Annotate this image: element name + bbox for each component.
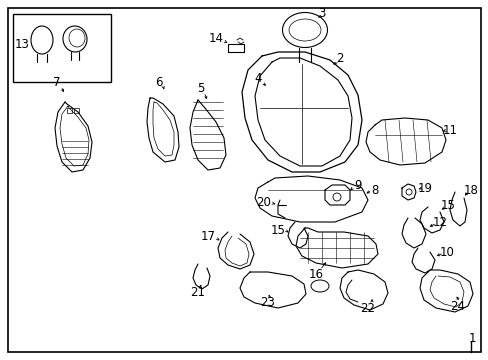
Text: 19: 19: [417, 181, 431, 194]
Text: 15: 15: [270, 224, 285, 237]
Text: 12: 12: [431, 216, 447, 229]
Text: 10: 10: [439, 246, 453, 258]
Text: 5: 5: [197, 81, 204, 95]
Text: 3: 3: [318, 6, 325, 19]
Text: 18: 18: [463, 184, 477, 197]
Text: 17: 17: [200, 230, 215, 243]
Text: 21: 21: [190, 285, 205, 298]
Text: 23: 23: [260, 296, 275, 309]
Text: 8: 8: [370, 184, 378, 197]
Bar: [74, 108, 79, 113]
Text: 9: 9: [353, 179, 361, 192]
Text: 4: 4: [254, 72, 261, 85]
Text: 13: 13: [15, 37, 29, 50]
Text: 14: 14: [208, 32, 223, 45]
Text: 11: 11: [442, 123, 457, 136]
Bar: [67, 108, 72, 113]
Text: 22: 22: [360, 302, 375, 315]
Text: 16: 16: [308, 267, 323, 280]
Text: 2: 2: [336, 51, 343, 64]
Bar: [13, 14, 111, 82]
Text: 24: 24: [449, 300, 465, 312]
Text: 1: 1: [468, 332, 475, 345]
Text: 6: 6: [155, 76, 163, 89]
Text: 7: 7: [53, 76, 61, 89]
Text: 20: 20: [256, 195, 271, 208]
Text: 15: 15: [440, 198, 454, 212]
